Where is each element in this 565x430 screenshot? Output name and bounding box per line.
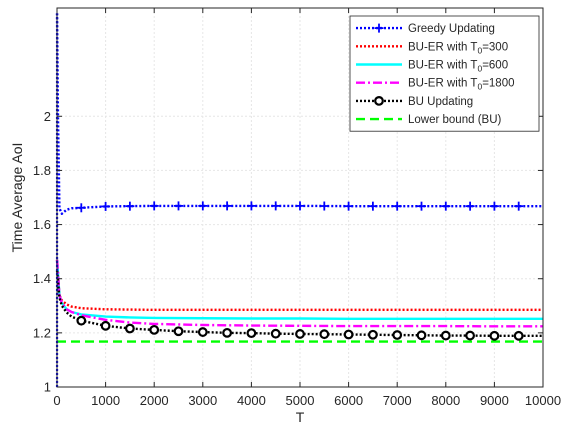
- x-tick-label: 7000: [383, 393, 412, 408]
- circle-marker: [513, 330, 524, 341]
- plus-marker: [514, 201, 524, 211]
- y-tick-label: 1.8: [33, 163, 51, 178]
- x-tick-label: 4000: [237, 393, 266, 408]
- circle-marker: [416, 330, 427, 341]
- legend: Greedy Updating BU-ER with T0=300 BU-ER wi…: [349, 15, 540, 132]
- series-layer: [55, 13, 543, 387]
- legend-label: BU-ER with T0=300: [408, 41, 508, 55]
- y-tick-label: 1.4: [33, 271, 51, 286]
- y-axis-label: Time Average AoI: [9, 143, 25, 253]
- circle-marker: [222, 327, 233, 338]
- legend-item: BU-ER with T0=300: [356, 41, 508, 55]
- y-tick-label: 1.6: [33, 217, 51, 232]
- circle-marker: [173, 326, 184, 337]
- plus-marker: [246, 201, 256, 211]
- x-tick-label: 5000: [286, 393, 315, 408]
- x-tick-label: 0: [53, 393, 60, 408]
- circle-marker: [197, 327, 208, 337]
- x-axis: 0 1000 2000 3000 4000 5000 6000 7000 8000 9000 100…: [53, 8, 561, 408]
- plus-marker: [441, 201, 451, 211]
- series-4: [55, 270, 543, 341]
- x-tick-label: 9000: [480, 393, 509, 408]
- series-2: [55, 259, 543, 320]
- plus-marker: [392, 201, 402, 211]
- x-axis-label: T: [296, 409, 305, 425]
- legend-box: [349, 15, 540, 132]
- x-tick-label: 2000: [140, 393, 169, 408]
- circle-marker: [374, 95, 384, 106]
- circle-marker: [270, 328, 281, 339]
- plus-marker: [222, 201, 232, 211]
- plus-marker: [344, 201, 354, 211]
- y-tick-label: 1: [44, 380, 51, 395]
- circle-marker: [440, 330, 451, 341]
- series-0: [55, 13, 543, 215]
- legend-item: BU-ER with T0=1800: [356, 78, 515, 92]
- series-3: [55, 259, 543, 328]
- plus-marker: [295, 201, 305, 211]
- circle-marker: [343, 329, 354, 340]
- y-axis: 1 1.2 1.4 1.6 1.8 2: [33, 109, 543, 395]
- plus-marker: [465, 201, 475, 211]
- x-tick-label: 3000: [188, 393, 217, 408]
- y-tick-label: 2: [44, 109, 51, 124]
- series-line: [55, 259, 543, 312]
- series-1: [55, 259, 543, 312]
- plus-marker: [198, 201, 208, 211]
- series-line: [55, 259, 543, 328]
- plus-marker: [319, 201, 329, 211]
- plus-marker: [417, 201, 426, 211]
- plus-marker: [149, 201, 159, 211]
- x-tick-label: 8000: [431, 393, 460, 408]
- legend-label: Lower bound (BU): [408, 114, 501, 126]
- x-tick-label: 1000: [91, 393, 120, 408]
- circle-marker: [392, 330, 403, 340]
- series-line: [55, 13, 543, 215]
- x-tick-label: 6000: [334, 393, 363, 408]
- circle-marker: [149, 324, 160, 335]
- circle-marker: [489, 330, 500, 341]
- series-line: [55, 259, 543, 320]
- legend-item: Lower bound (BU): [356, 114, 501, 126]
- circle-marker: [295, 329, 305, 339]
- legend-label: BU Updating: [408, 96, 473, 108]
- legend-label: BU-ER with T0=600: [408, 60, 508, 74]
- legend-label: Greedy Updating: [408, 23, 495, 35]
- circle-marker: [76, 315, 87, 326]
- plus-marker: [125, 201, 135, 211]
- legend-item: BU Updating: [356, 96, 473, 108]
- circle-marker: [100, 320, 111, 331]
- circle-marker: [124, 323, 135, 334]
- x-tick-label: 10000: [525, 393, 561, 408]
- plus-marker: [174, 201, 183, 211]
- legend-item: BU-ER with T0=600: [356, 60, 508, 74]
- plus-marker: [76, 203, 86, 213]
- legend-item: Greedy Updating: [356, 23, 495, 35]
- plus-marker: [101, 201, 111, 211]
- y-tick-label: 1.2: [33, 325, 51, 340]
- plus-marker: [489, 201, 499, 211]
- circle-marker: [246, 328, 257, 339]
- circle-marker: [465, 330, 476, 341]
- plus-marker: [271, 201, 281, 211]
- circle-marker: [368, 329, 378, 340]
- legend-label: BU-ER with T0=1800: [408, 78, 515, 92]
- circle-marker: [319, 329, 330, 340]
- plus-marker: [374, 23, 384, 33]
- plus-marker: [368, 201, 378, 211]
